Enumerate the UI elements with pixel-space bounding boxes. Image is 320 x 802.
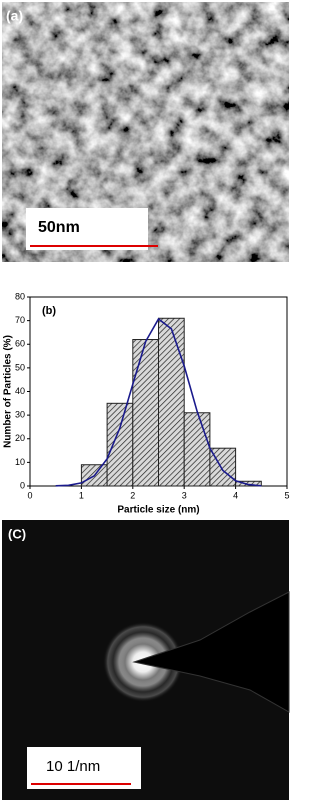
scale-bar-box <box>26 208 148 250</box>
panel-label: (b) <box>42 305 56 317</box>
bar <box>235 480 262 487</box>
y-tick-label: 50 <box>15 362 25 372</box>
beam-stopper <box>132 591 290 713</box>
bar <box>132 339 160 487</box>
x-tick-label: 0 <box>27 490 32 500</box>
bar <box>158 317 185 487</box>
y-tick-label: 0 <box>20 480 25 490</box>
scale-bar-box <box>27 747 141 789</box>
panel-label: (a) <box>6 8 23 24</box>
y-tick-label: 80 <box>15 291 25 301</box>
y-axis-label: Number of Particles (%) <box>3 335 14 448</box>
scale-bar-label: 50nm <box>38 219 80 236</box>
y-tick-label: 30 <box>15 410 25 420</box>
x-tick-label: 3 <box>182 490 187 500</box>
panel-label: (C) <box>8 526 26 541</box>
figure: (a) 50nm (C) 10 1/nm 0 10 20 30 40 50 60 70 80 0 1… <box>2 2 290 800</box>
bar <box>106 402 134 487</box>
y-tick-label: 70 <box>15 315 25 325</box>
x-tick-label: 5 <box>284 490 289 500</box>
fit-curve <box>55 317 262 487</box>
bar <box>183 412 211 487</box>
x-tick-label: 1 <box>79 490 84 500</box>
y-tick-label: 20 <box>15 433 25 443</box>
y-tick-label: 40 <box>15 386 25 396</box>
x-tick-label: 4 <box>233 490 238 500</box>
x-tick-label: 2 <box>130 490 135 500</box>
y-tick-label: 60 <box>15 339 25 349</box>
x-axis-label: Particle size (nm) <box>117 505 199 516</box>
y-tick-label: 10 <box>15 457 25 467</box>
scale-bar-label: 10 1/nm <box>46 758 100 775</box>
